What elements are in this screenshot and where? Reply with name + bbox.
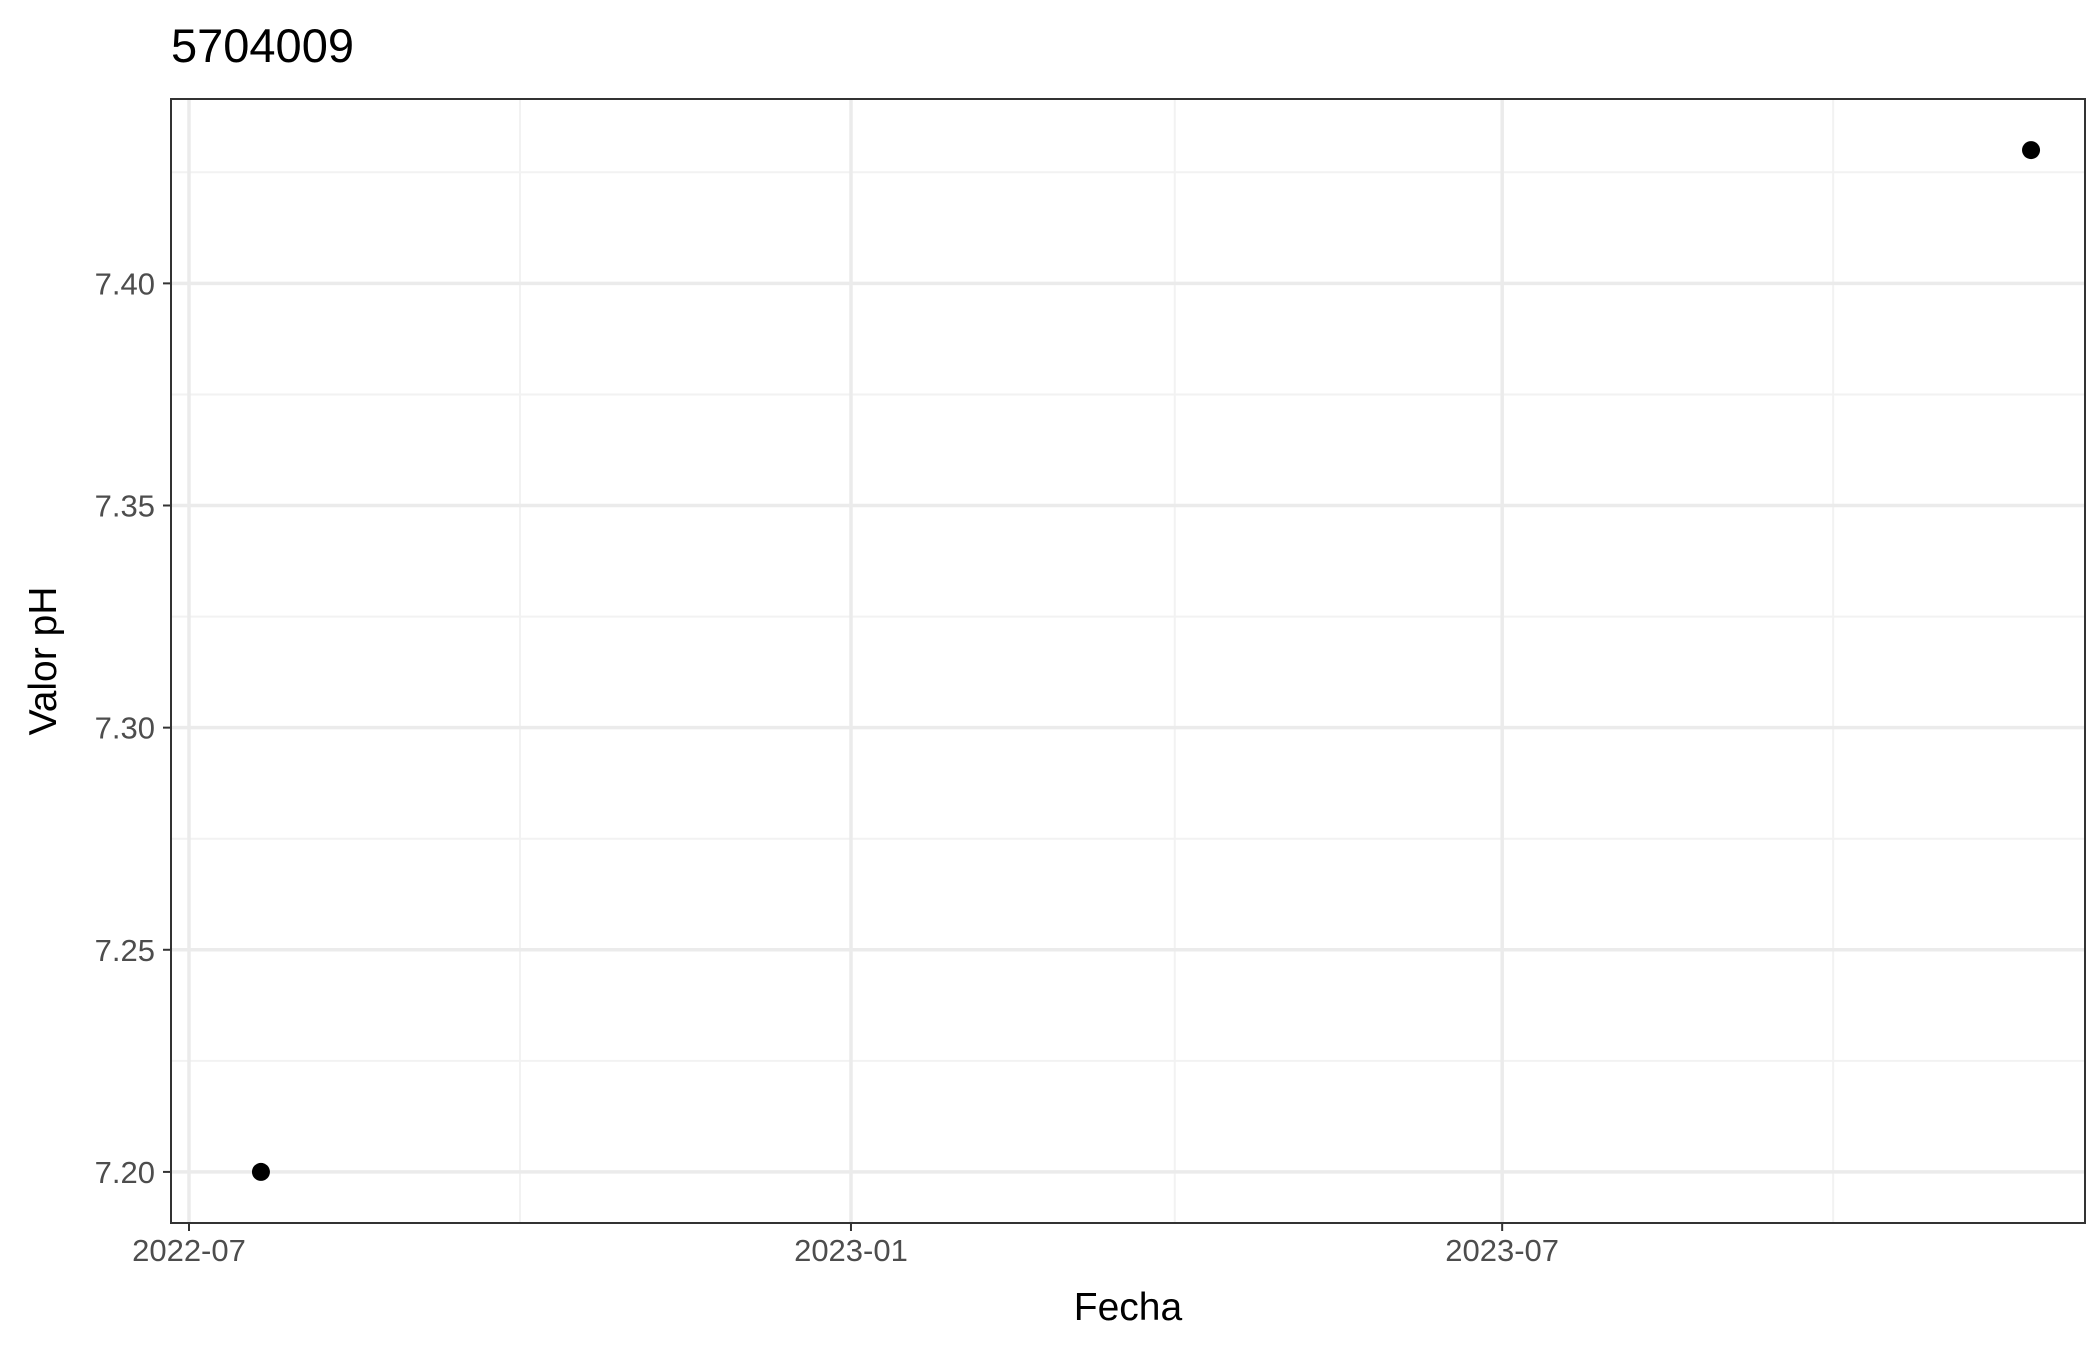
axis-ticks: [163, 282, 1504, 1231]
tick-labels: 2022-07 2023-01 2023-07 7.20 7.25 7.30 7.35 7.4…: [95, 266, 1559, 1268]
y-tick-label: 7.30: [95, 711, 155, 746]
x-tick-label: 2022-07: [132, 1233, 246, 1268]
data-point: [251, 1162, 270, 1181]
x-tick-label: 2023-01: [794, 1233, 908, 1268]
y-axis-title: Valor pH: [22, 587, 65, 736]
major-grid: [171, 99, 2085, 1223]
y-tick-label: 7.20: [95, 1155, 155, 1190]
y-tick-label: 7.25: [95, 933, 155, 968]
y-tick-label: 7.35: [95, 489, 155, 524]
data-points: [251, 141, 2041, 1181]
x-tick-label: 2023-07: [1445, 1233, 1559, 1268]
panel-border: [170, 98, 2086, 1224]
chart-title: 5704009: [171, 19, 354, 72]
y-tick-label: 7.40: [95, 266, 155, 301]
x-axis-title: Fecha: [1074, 1286, 1183, 1329]
data-point: [2022, 141, 2041, 160]
minor-grid: [171, 99, 2085, 1223]
